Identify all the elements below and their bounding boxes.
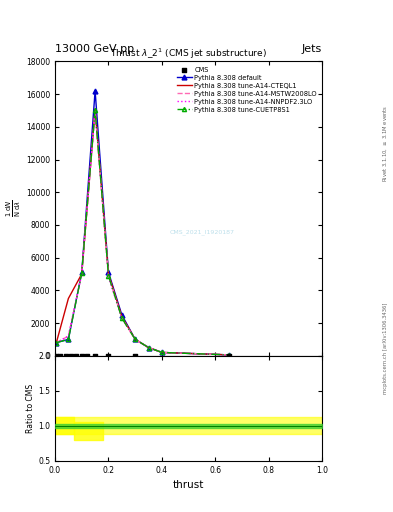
Pythia 8.308 tune-A14-NNPDF2.3LO: [79, 271, 84, 277]
Pythia 8.308 default: [93, 88, 97, 94]
Text: CMS_2021_I1920187: CMS_2021_I1920187: [169, 229, 235, 235]
CMS: [79, 352, 85, 360]
Pythia 8.308 tune-A14-CTEQL1: [226, 352, 231, 358]
Pythia 8.308 tune-A14-MSTW2008LO: [79, 271, 84, 277]
Pythia 8.308 tune-A14-MSTW2008LO: [54, 339, 59, 346]
Pythia 8.308 tune-CUETP8S1: [133, 336, 138, 343]
Pythia 8.308 tune-CUETP8S1: [106, 272, 111, 279]
Pythia 8.308 default: [146, 345, 151, 351]
Pythia 8.308 tune-A14-CTEQL1: [119, 313, 124, 319]
Pythia 8.308 default: [79, 269, 84, 275]
Pythia 8.308 tune-A14-NNPDF2.3LO: [146, 345, 151, 351]
Pythia 8.308 tune-A14-NNPDF2.3LO: [160, 349, 164, 355]
Text: Rivet 3.1.10, $\geq$ 3.1M events: Rivet 3.1.10, $\geq$ 3.1M events: [381, 105, 389, 182]
Pythia 8.308 tune-A14-CTEQL1: [54, 339, 59, 346]
Pythia 8.308 tune-A14-NNPDF2.3LO: [106, 274, 111, 280]
Pythia 8.308 tune-CUETP8S1: [93, 106, 97, 113]
Text: 13000 GeV pp: 13000 GeV pp: [55, 44, 134, 54]
Pythia 8.308 tune-A14-NNPDF2.3LO: [93, 108, 97, 114]
Pythia 8.308 tune-A14-CTEQL1: [146, 345, 151, 351]
Pythia 8.308 tune-A14-CTEQL1: [66, 295, 71, 302]
Line: Pythia 8.308 tune-A14-MSTW2008LO: Pythia 8.308 tune-A14-MSTW2008LO: [56, 111, 229, 355]
Pythia 8.308 tune-CUETP8S1: [226, 352, 231, 358]
Pythia 8.308 default: [66, 336, 71, 343]
Pythia 8.308 tune-CUETP8S1: [54, 339, 59, 346]
Pythia 8.308 tune-CUETP8S1: [79, 270, 84, 276]
Pythia 8.308 tune-A14-NNPDF2.3LO: [119, 315, 124, 321]
Pythia 8.308 tune-CUETP8S1: [146, 345, 151, 351]
Pythia 8.308 tune-A14-CTEQL1: [93, 106, 97, 112]
CMS: [226, 352, 232, 360]
Pythia 8.308 tune-A14-MSTW2008LO: [133, 336, 138, 343]
Pythia 8.308 tune-A14-CTEQL1: [79, 271, 84, 277]
Pythia 8.308 tune-A14-MSTW2008LO: [66, 333, 71, 339]
Pythia 8.308 default: [160, 349, 164, 355]
Pythia 8.308 default: [226, 352, 231, 358]
Pythia 8.308 tune-A14-MSTW2008LO: [146, 345, 151, 351]
Pythia 8.308 tune-A14-MSTW2008LO: [106, 272, 111, 279]
CMS: [73, 352, 79, 360]
CMS: [62, 352, 69, 360]
Y-axis label: $\frac{1}{\mathrm{N}}\frac{\mathrm{d}N}{\mathrm{d}\lambda}$: $\frac{1}{\mathrm{N}}\frac{\mathrm{d}N}{…: [5, 200, 23, 218]
Pythia 8.308 tune-CUETP8S1: [66, 336, 71, 343]
Title: Thrust $\lambda\_2^1$ (CMS jet substructure): Thrust $\lambda\_2^1$ (CMS jet substruct…: [110, 47, 267, 61]
Pythia 8.308 default: [54, 339, 59, 346]
Pythia 8.308 tune-A14-MSTW2008LO: [226, 352, 231, 358]
CMS: [132, 352, 138, 360]
Pythia 8.308 default: [106, 269, 111, 275]
Line: Pythia 8.308 tune-A14-NNPDF2.3LO: Pythia 8.308 tune-A14-NNPDF2.3LO: [56, 111, 229, 355]
Pythia 8.308 tune-A14-NNPDF2.3LO: [226, 352, 231, 358]
Pythia 8.308 tune-A14-MSTW2008LO: [160, 349, 164, 355]
Pythia 8.308 tune-A14-NNPDF2.3LO: [66, 333, 71, 339]
Pythia 8.308 tune-A14-NNPDF2.3LO: [54, 339, 59, 346]
Pythia 8.308 tune-CUETP8S1: [119, 315, 124, 321]
CMS: [84, 352, 90, 360]
Pythia 8.308 tune-A14-MSTW2008LO: [119, 315, 124, 321]
CMS: [57, 352, 64, 360]
Legend: CMS, Pythia 8.308 default, Pythia 8.308 tune-A14-CTEQL1, Pythia 8.308 tune-A14-M: CMS, Pythia 8.308 default, Pythia 8.308 …: [175, 65, 319, 115]
Text: mcplots.cern.ch [arXiv:1306.3436]: mcplots.cern.ch [arXiv:1306.3436]: [383, 303, 387, 394]
Pythia 8.308 default: [133, 336, 138, 343]
Text: Jets: Jets: [302, 44, 322, 54]
Pythia 8.308 tune-A14-CTEQL1: [106, 271, 111, 277]
Line: Pythia 8.308 tune-CUETP8S1: Pythia 8.308 tune-CUETP8S1: [54, 108, 231, 357]
CMS: [92, 352, 98, 360]
Pythia 8.308 tune-A14-MSTW2008LO: [93, 108, 97, 114]
CMS: [68, 352, 74, 360]
CMS: [105, 352, 112, 360]
CMS: [53, 352, 59, 360]
X-axis label: thrust: thrust: [173, 480, 204, 490]
Pythia 8.308 tune-A14-CTEQL1: [160, 349, 164, 355]
Pythia 8.308 tune-A14-NNPDF2.3LO: [133, 336, 138, 343]
Pythia 8.308 tune-A14-CTEQL1: [133, 336, 138, 343]
Y-axis label: Ratio to CMS: Ratio to CMS: [26, 383, 35, 433]
Pythia 8.308 default: [119, 312, 124, 318]
Line: Pythia 8.308 default: Pythia 8.308 default: [54, 89, 231, 357]
Pythia 8.308 tune-CUETP8S1: [160, 349, 164, 355]
Line: Pythia 8.308 tune-A14-CTEQL1: Pythia 8.308 tune-A14-CTEQL1: [56, 109, 229, 355]
